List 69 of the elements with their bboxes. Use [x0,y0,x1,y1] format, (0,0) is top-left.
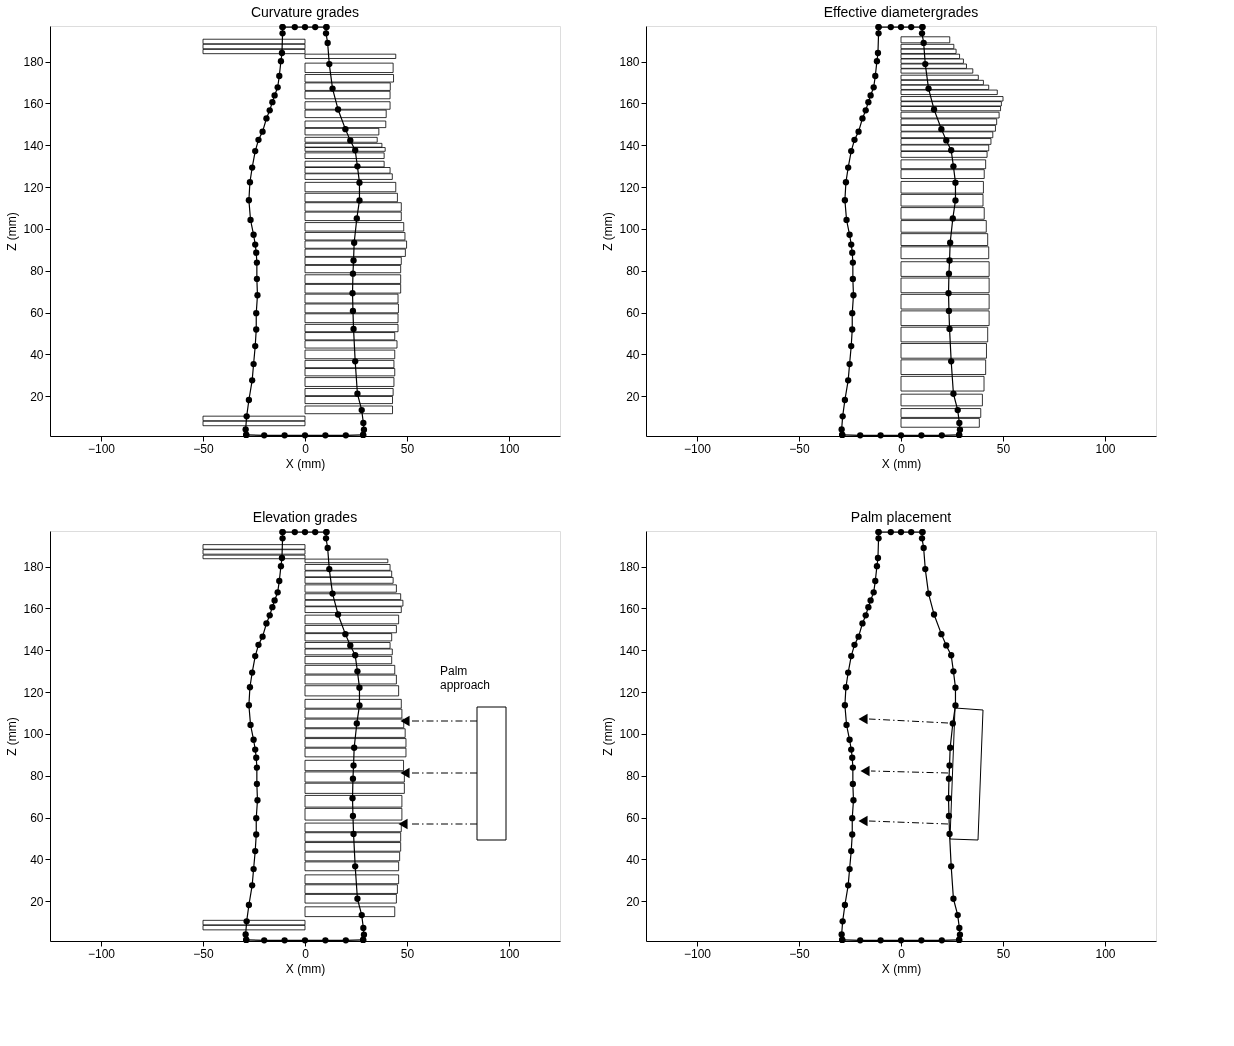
x-tick-label: 50 [400,946,415,961]
y-axis-title: Z (mm) [601,717,616,756]
x-tick-label: −50 [193,946,214,961]
y-tick-label: 40 [626,347,640,362]
y-tick-label: 60 [626,811,640,826]
y-tick-label: 60 [30,811,44,826]
x-tick-label: 50 [996,441,1011,456]
x-tick-label: 0 [302,946,310,961]
annotation: Palm approach [440,664,491,692]
x-tick-label: 100 [499,441,520,456]
y-tick-label: 80 [30,264,44,279]
x-tick-label: −100 [87,946,116,961]
y-tick-label: 160 [23,601,44,616]
x-tick-label: 0 [898,946,906,961]
x-tick-label: 100 [1095,441,1116,456]
chart-title: Elevation grades [252,508,358,525]
y-tick-label: 180 [619,55,640,70]
y-tick-label: 120 [619,180,640,195]
x-tick-label: −50 [193,441,214,456]
y-tick-label: 80 [626,264,640,279]
y-tick-label: 160 [619,96,640,111]
y-tick-label: 100 [23,727,44,742]
x-tick-label: −100 [683,441,712,456]
chart-title: Curvature grades [250,3,360,20]
y-tick-label: 100 [619,727,640,742]
y-tick-label: 120 [23,685,44,700]
x-tick-label: −100 [87,441,116,456]
y-tick-label: 80 [30,769,44,784]
y-axis-title: Z (mm) [601,212,616,251]
y-tick-label: 120 [23,180,44,195]
y-tick-label: 40 [626,852,640,867]
y-tick-label: 60 [30,306,44,321]
y-tick-label: 140 [619,643,640,658]
x-axis-title: X (mm) [881,456,922,471]
chart-title: Effective diametergrades [823,3,979,20]
chart-title: Palm placement [850,508,952,525]
y-tick-label: 180 [23,55,44,70]
x-tick-label: −50 [789,441,810,456]
y-tick-label: 60 [626,306,640,321]
x-tick-label: 50 [996,946,1011,961]
y-tick-label: 160 [619,601,640,616]
x-axis-title: X (mm) [881,961,922,976]
x-tick-label: 0 [898,441,906,456]
y-tick-label: 40 [30,347,44,362]
y-tick-label: 140 [619,138,640,153]
y-tick-label: 120 [619,685,640,700]
y-tick-label: 20 [30,894,44,909]
y-tick-label: 20 [30,389,44,404]
y-tick-label: 20 [626,389,640,404]
y-tick-label: 100 [619,222,640,237]
y-tick-label: 40 [30,852,44,867]
x-axis-title: X (mm) [285,961,326,976]
y-tick-label: 140 [23,643,44,658]
x-tick-label: 50 [400,441,415,456]
y-tick-label: 140 [23,138,44,153]
x-tick-label: 100 [499,946,520,961]
x-tick-label: 100 [1095,946,1116,961]
y-axis-title: Z (mm) [5,212,20,251]
y-tick-label: 80 [626,769,640,784]
x-tick-label: −100 [683,946,712,961]
y-axis-title: Z (mm) [5,717,20,756]
y-tick-label: 20 [626,894,640,909]
y-tick-label: 180 [619,560,640,575]
y-tick-label: 180 [23,560,44,575]
y-tick-label: 100 [23,222,44,237]
x-tick-label: −50 [789,946,810,961]
x-tick-label: 0 [302,441,310,456]
y-tick-label: 160 [23,96,44,111]
x-axis-title: X (mm) [285,456,326,471]
